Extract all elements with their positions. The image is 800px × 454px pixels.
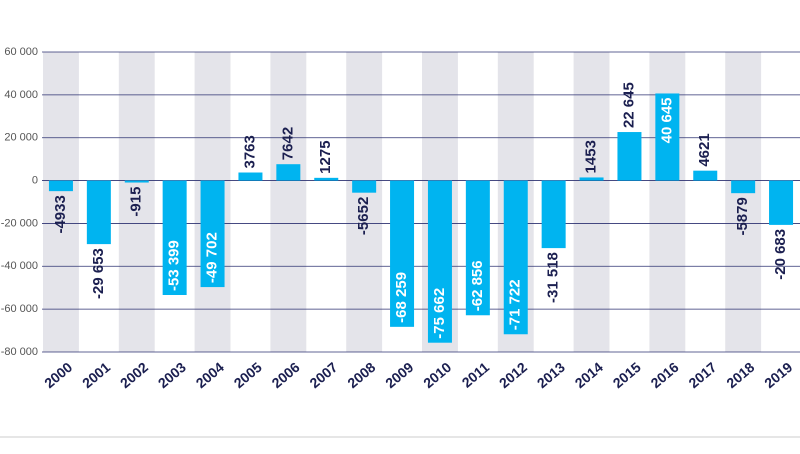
bar: [541, 180, 566, 249]
x-tick-label: 2012: [496, 359, 530, 391]
value-label: -71 722: [507, 279, 524, 330]
bar: [465, 180, 490, 316]
x-tick-label: 2004: [193, 359, 227, 391]
bar: [238, 172, 263, 181]
value-label: -915: [128, 187, 145, 217]
bar: [617, 132, 642, 181]
band: [270, 52, 307, 352]
band: [573, 52, 610, 352]
band: [118, 52, 155, 352]
band: [346, 52, 383, 352]
band: [725, 52, 762, 352]
bar: [86, 180, 111, 245]
value-label: -5879: [734, 197, 751, 235]
x-tick-label: 2010: [420, 359, 454, 391]
x-tick-label: 2008: [344, 359, 378, 391]
y-tick-label: 0: [32, 174, 38, 186]
x-tick-label: 2005: [231, 359, 265, 391]
x-tick-label: 2018: [723, 359, 757, 391]
x-tick-label: 2001: [79, 359, 113, 391]
value-label: -20 683: [772, 229, 789, 280]
value-label: 3763: [241, 135, 258, 168]
x-tick-label: 2016: [648, 359, 682, 391]
x-tick-label: 2013: [534, 359, 568, 391]
bar: [200, 180, 225, 288]
value-label: 7642: [279, 127, 296, 160]
bar: [427, 180, 452, 343]
value-label: 22 645: [620, 82, 637, 128]
value-label: -5652: [355, 197, 372, 235]
bar: [162, 180, 187, 295]
bar: [276, 164, 301, 181]
value-label: 1453: [583, 140, 600, 173]
bar: [124, 180, 149, 183]
y-tick-label: -60 000: [1, 303, 38, 315]
bar: [579, 177, 604, 181]
y-tick-label: 60 000: [4, 46, 38, 58]
y-tick-label: -40 000: [1, 260, 38, 272]
value-label: -49 702: [204, 232, 221, 283]
bar: [731, 180, 756, 194]
bar: [655, 93, 680, 181]
value-label: -75 662: [431, 288, 448, 339]
x-tick-label: 2000: [41, 359, 75, 391]
x-tick-label: 2003: [155, 359, 189, 391]
bar: [390, 180, 415, 327]
band: [43, 52, 79, 352]
x-tick-label: 2015: [610, 359, 644, 391]
y-tick-label: -80 000: [1, 346, 38, 358]
x-tick-label: 2017: [685, 359, 719, 391]
x-tick-label: 2002: [117, 359, 151, 391]
value-label: -4933: [52, 195, 69, 233]
value-label: 1275: [317, 140, 334, 173]
bar: [48, 180, 73, 192]
value-label: -29 653: [90, 248, 107, 299]
y-tick-label: -20 000: [1, 217, 38, 229]
x-tick-label: 2006: [269, 359, 303, 391]
x-tick-label: 2011: [459, 359, 493, 391]
x-tick-label: 2019: [761, 359, 795, 391]
y-tick-label: 20 000: [4, 132, 38, 144]
value-label: -68 259: [393, 272, 410, 323]
bar: [352, 180, 377, 193]
bar: [314, 177, 339, 181]
value-label: -31 518: [545, 252, 562, 303]
x-tick-label: 2007: [306, 359, 340, 391]
value-label: -53 399: [166, 240, 183, 291]
bar: [503, 180, 528, 335]
bar: [769, 180, 794, 225]
bar: [693, 170, 718, 181]
value-label: -62 856: [469, 260, 486, 311]
x-tick-label: 2009: [382, 359, 416, 391]
value-label: 40 645: [658, 97, 675, 143]
y-tick-label: 40 000: [4, 89, 38, 101]
x-tick-label: 2014: [572, 359, 606, 391]
value-label: 4621: [696, 133, 713, 166]
